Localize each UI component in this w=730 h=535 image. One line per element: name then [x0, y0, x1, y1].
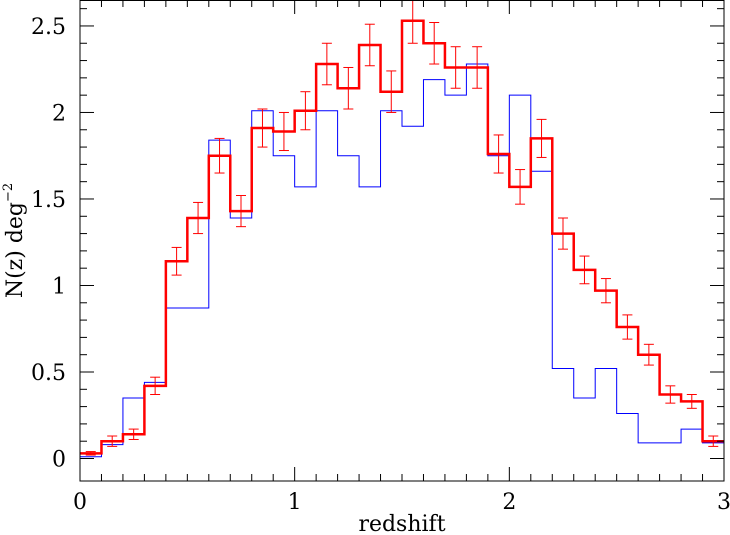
x-tick-label: 0 [73, 490, 87, 515]
blue-histogram-series [80, 63, 724, 458]
x-axis-label: redshift [358, 512, 445, 535]
x-tick-labels: 0 1 2 3 [73, 490, 730, 515]
axis-ticks [79, 0, 725, 481]
y-tick-label: 0 [52, 448, 66, 473]
blue-histogram-line [80, 63, 724, 458]
red-histogram-series [80, 19, 724, 455]
y-tick-labels: 0 0.5 1 1.5 2 2.5 [31, 15, 66, 473]
x-tick-label: 3 [717, 490, 730, 515]
x-tick-label: 2 [502, 490, 516, 515]
x-tick-label: 1 [288, 490, 302, 515]
y-tick-label: 0.5 [31, 361, 66, 386]
y-axis-label: N(z) deg−2 [1, 183, 28, 298]
y-axis-label-superscript: −2 [1, 183, 16, 202]
y-tick-label: 1 [52, 274, 66, 299]
y-axis-label-main: N(z) deg [3, 202, 28, 298]
y-tick-label: 2.5 [31, 15, 66, 40]
red-histogram-line [80, 19, 724, 455]
red-errorbars [85, 0, 719, 456]
y-tick-label: 1.5 [31, 188, 66, 213]
y-tick-label: 2 [52, 101, 66, 126]
